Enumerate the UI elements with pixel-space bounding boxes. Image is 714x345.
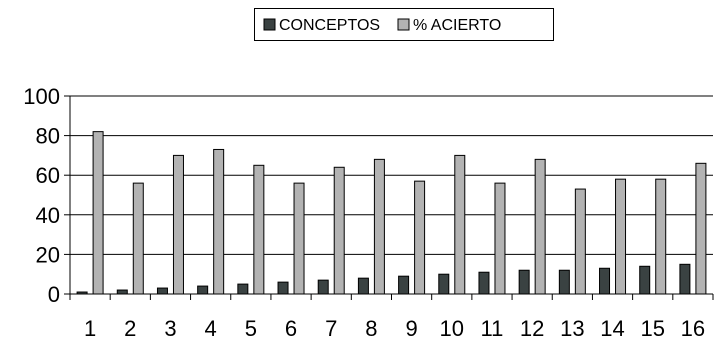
bar-acierto-12 xyxy=(534,158,546,295)
x-tick-label-7: 7 xyxy=(325,316,337,341)
bar-conceptos-1 xyxy=(76,291,88,295)
bar-acierto-16 xyxy=(695,162,707,295)
bar-conceptos-11 xyxy=(478,271,490,295)
y-tick-label-0: 0 xyxy=(48,282,60,307)
bar-acierto-15 xyxy=(655,178,667,295)
legend-swatch-acierto xyxy=(397,18,410,31)
x-tick-label-13: 13 xyxy=(560,316,584,341)
bar-acierto-8 xyxy=(373,158,385,295)
y-tick-label-40: 40 xyxy=(36,203,60,228)
bar-conceptos-12 xyxy=(518,269,530,295)
bar-acierto-9 xyxy=(414,180,426,295)
bar-conceptos-6 xyxy=(277,281,289,295)
y-tick-label-80: 80 xyxy=(36,124,60,149)
x-tick-label-5: 5 xyxy=(245,316,257,341)
bar-conceptos-4 xyxy=(197,285,209,295)
bar-conceptos-3 xyxy=(156,287,168,295)
x-tick-label-4: 4 xyxy=(205,316,217,341)
bar-acierto-4 xyxy=(213,148,225,295)
y-tick-label-100: 100 xyxy=(23,84,60,109)
bar-conceptos-16 xyxy=(679,263,691,295)
bar-conceptos-5 xyxy=(237,283,249,295)
x-tick-label-11: 11 xyxy=(481,316,504,341)
x-tick-label-6: 6 xyxy=(285,316,297,341)
legend-label-acierto: % ACIERTO xyxy=(413,17,501,34)
bar-acierto-1 xyxy=(92,131,104,295)
legend-label-conceptos: CONCEPTOS xyxy=(279,17,380,34)
bar-acierto-6 xyxy=(293,182,305,295)
bar-conceptos-2 xyxy=(116,289,128,295)
bar-acierto-3 xyxy=(172,154,184,295)
x-tick-label-10: 10 xyxy=(440,316,464,341)
bar-acierto-7 xyxy=(333,166,345,295)
x-tick-label-2: 2 xyxy=(124,316,136,341)
legend: CONCEPTOS % ACIERTO xyxy=(254,8,554,41)
x-tick-label-12: 12 xyxy=(520,316,544,341)
x-tick-label-9: 9 xyxy=(405,316,417,341)
bar-acierto-13 xyxy=(574,188,586,295)
x-tick-label-3: 3 xyxy=(164,316,176,341)
x-tick-label-1: 1 xyxy=(84,316,96,341)
bar-conceptos-8 xyxy=(357,277,369,295)
bar-acierto-14 xyxy=(615,178,627,295)
y-tick-label-60: 60 xyxy=(36,163,60,188)
x-tick-label-8: 8 xyxy=(365,316,377,341)
bar-conceptos-9 xyxy=(398,275,410,295)
x-tick-label-15: 15 xyxy=(640,316,664,341)
bar-conceptos-7 xyxy=(317,279,329,295)
bar-conceptos-10 xyxy=(438,273,450,295)
legend-swatch-conceptos xyxy=(263,18,276,31)
bar-acierto-5 xyxy=(253,164,265,295)
x-tick-label-16: 16 xyxy=(681,316,705,341)
x-tick-label-14: 14 xyxy=(600,316,624,341)
bar-conceptos-13 xyxy=(558,269,570,295)
bar-conceptos-15 xyxy=(639,265,651,295)
bar-acierto-10 xyxy=(454,154,466,295)
y-tick-label-20: 20 xyxy=(36,242,60,267)
bar-acierto-2 xyxy=(132,182,144,295)
bar-acierto-11 xyxy=(494,182,506,295)
bar-conceptos-14 xyxy=(599,267,611,295)
